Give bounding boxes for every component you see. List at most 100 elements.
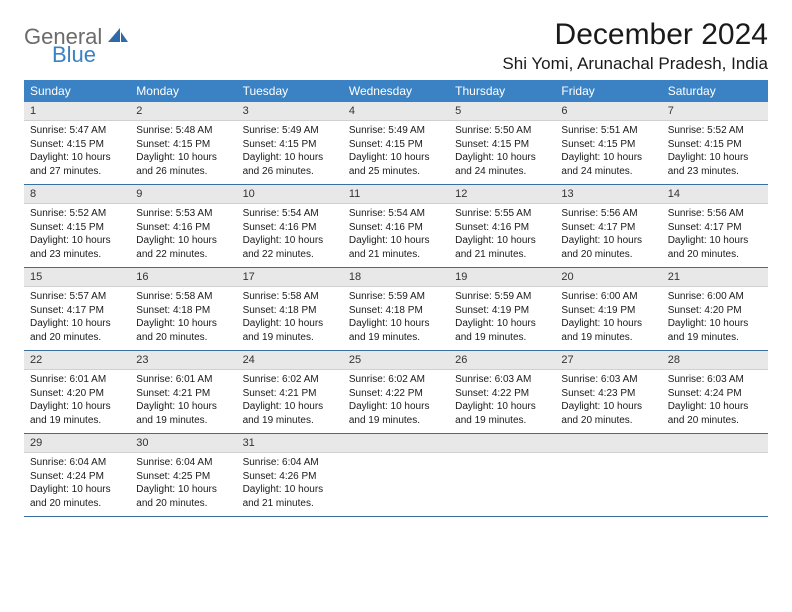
- weekday-header: Wednesday: [343, 80, 449, 102]
- sunset-text: Sunset: 4:21 PM: [243, 387, 337, 401]
- daylight-text-2: and 23 minutes.: [30, 248, 124, 262]
- daylight-text-1: Daylight: 10 hours: [30, 483, 124, 497]
- day-number: 20: [555, 268, 661, 286]
- day-number: 15: [24, 268, 130, 286]
- sunset-text: Sunset: 4:15 PM: [136, 138, 230, 152]
- daylight-text-1: Daylight: 10 hours: [30, 400, 124, 414]
- day-number: 31: [237, 434, 343, 452]
- weekday-header: Friday: [555, 80, 661, 102]
- daylight-text-2: and 20 minutes.: [30, 331, 124, 345]
- calendar-week: 1234567Sunrise: 5:47 AMSunset: 4:15 PMDa…: [24, 102, 768, 185]
- sunrise-text: Sunrise: 6:01 AM: [136, 373, 230, 387]
- daylight-text-1: Daylight: 10 hours: [243, 400, 337, 414]
- sunset-text: Sunset: 4:16 PM: [349, 221, 443, 235]
- sunrise-text: Sunrise: 5:50 AM: [455, 124, 549, 138]
- daylight-text-1: Daylight: 10 hours: [243, 317, 337, 331]
- daylight-text-1: Daylight: 10 hours: [243, 151, 337, 165]
- sunrise-text: Sunrise: 5:52 AM: [30, 207, 124, 221]
- day-number: 12: [449, 185, 555, 203]
- daylight-text-2: and 19 minutes.: [349, 414, 443, 428]
- sunset-text: Sunset: 4:17 PM: [561, 221, 655, 235]
- day-cell: Sunrise: 6:01 AMSunset: 4:21 PMDaylight:…: [130, 370, 236, 433]
- day-cell: Sunrise: 6:04 AMSunset: 4:25 PMDaylight:…: [130, 453, 236, 516]
- sunrise-text: Sunrise: 5:49 AM: [349, 124, 443, 138]
- day-number: 23: [130, 351, 236, 369]
- day-number: 4: [343, 102, 449, 120]
- sunset-text: Sunset: 4:25 PM: [136, 470, 230, 484]
- daylight-text-1: Daylight: 10 hours: [136, 317, 230, 331]
- header: General Blue December 2024 Shi Yomi, Aru…: [24, 18, 768, 74]
- daylight-text-2: and 19 minutes.: [30, 414, 124, 428]
- sunrise-text: Sunrise: 5:59 AM: [349, 290, 443, 304]
- daylight-text-2: and 20 minutes.: [561, 248, 655, 262]
- day-number: 7: [662, 102, 768, 120]
- day-cell: Sunrise: 5:49 AMSunset: 4:15 PMDaylight:…: [237, 121, 343, 184]
- day-cell: Sunrise: 5:54 AMSunset: 4:16 PMDaylight:…: [343, 204, 449, 267]
- sunrise-text: Sunrise: 6:04 AM: [30, 456, 124, 470]
- page-title: December 2024: [502, 18, 768, 52]
- sunrise-text: Sunrise: 6:02 AM: [349, 373, 443, 387]
- day-cell: Sunrise: 6:01 AMSunset: 4:20 PMDaylight:…: [24, 370, 130, 433]
- sunset-text: Sunset: 4:16 PM: [243, 221, 337, 235]
- sunset-text: Sunset: 4:26 PM: [243, 470, 337, 484]
- day-number: 30: [130, 434, 236, 452]
- sunset-text: Sunset: 4:18 PM: [349, 304, 443, 318]
- daylight-text-1: Daylight: 10 hours: [668, 151, 762, 165]
- day-cell: Sunrise: 5:53 AMSunset: 4:16 PMDaylight:…: [130, 204, 236, 267]
- daylight-text-2: and 19 minutes.: [455, 414, 549, 428]
- daylight-text-2: and 26 minutes.: [243, 165, 337, 179]
- day-number-row: 15161718192021: [24, 268, 768, 287]
- daylight-text-2: and 19 minutes.: [136, 414, 230, 428]
- sunset-text: Sunset: 4:15 PM: [561, 138, 655, 152]
- daylight-text-2: and 19 minutes.: [668, 331, 762, 345]
- sunrise-text: Sunrise: 6:04 AM: [243, 456, 337, 470]
- sunrise-text: Sunrise: 6:01 AM: [30, 373, 124, 387]
- calendar-week: 15161718192021Sunrise: 5:57 AMSunset: 4:…: [24, 268, 768, 351]
- day-cell: Sunrise: 6:03 AMSunset: 4:22 PMDaylight:…: [449, 370, 555, 433]
- day-number: 6: [555, 102, 661, 120]
- day-number: 10: [237, 185, 343, 203]
- daylight-text-1: Daylight: 10 hours: [668, 317, 762, 331]
- day-number: 9: [130, 185, 236, 203]
- daylight-text-2: and 19 minutes.: [243, 414, 337, 428]
- sunset-text: Sunset: 4:20 PM: [668, 304, 762, 318]
- day-number: 25: [343, 351, 449, 369]
- daylight-text-1: Daylight: 10 hours: [349, 151, 443, 165]
- daylight-text-1: Daylight: 10 hours: [30, 151, 124, 165]
- day-cell: Sunrise: 6:02 AMSunset: 4:22 PMDaylight:…: [343, 370, 449, 433]
- sunrise-text: Sunrise: 6:00 AM: [561, 290, 655, 304]
- day-number: 28: [662, 351, 768, 369]
- sunrise-text: Sunrise: 5:55 AM: [455, 207, 549, 221]
- sunrise-text: Sunrise: 6:03 AM: [455, 373, 549, 387]
- sunrise-text: Sunrise: 6:00 AM: [668, 290, 762, 304]
- weekday-header: Thursday: [449, 80, 555, 102]
- day-number-row: 22232425262728: [24, 351, 768, 370]
- logo-text-blue: Blue: [52, 44, 130, 66]
- daylight-text-1: Daylight: 10 hours: [561, 400, 655, 414]
- day-cell: Sunrise: 5:59 AMSunset: 4:18 PMDaylight:…: [343, 287, 449, 350]
- weekday-header: Saturday: [662, 80, 768, 102]
- day-cell: Sunrise: 5:48 AMSunset: 4:15 PMDaylight:…: [130, 121, 236, 184]
- sunset-text: Sunset: 4:19 PM: [455, 304, 549, 318]
- daylight-text-2: and 21 minutes.: [349, 248, 443, 262]
- weekday-header: Sunday: [24, 80, 130, 102]
- daylight-text-1: Daylight: 10 hours: [561, 151, 655, 165]
- daylight-text-1: Daylight: 10 hours: [349, 400, 443, 414]
- daylight-text-1: Daylight: 10 hours: [455, 234, 549, 248]
- daylight-text-2: and 23 minutes.: [668, 165, 762, 179]
- sunrise-text: Sunrise: 6:04 AM: [136, 456, 230, 470]
- day-number: 26: [449, 351, 555, 369]
- sunrise-text: Sunrise: 6:02 AM: [243, 373, 337, 387]
- day-cell: Sunrise: 6:02 AMSunset: 4:21 PMDaylight:…: [237, 370, 343, 433]
- day-cell: Sunrise: 6:04 AMSunset: 4:26 PMDaylight:…: [237, 453, 343, 516]
- sunset-text: Sunset: 4:15 PM: [243, 138, 337, 152]
- sunset-text: Sunset: 4:21 PM: [136, 387, 230, 401]
- weekday-header-row: Sunday Monday Tuesday Wednesday Thursday…: [24, 80, 768, 102]
- sunset-text: Sunset: 4:17 PM: [668, 221, 762, 235]
- daylight-text-1: Daylight: 10 hours: [136, 400, 230, 414]
- sunrise-text: Sunrise: 5:56 AM: [668, 207, 762, 221]
- daylight-text-1: Daylight: 10 hours: [30, 234, 124, 248]
- day-body-row: Sunrise: 5:47 AMSunset: 4:15 PMDaylight:…: [24, 121, 768, 184]
- calendar-week: 891011121314Sunrise: 5:52 AMSunset: 4:15…: [24, 185, 768, 268]
- daylight-text-1: Daylight: 10 hours: [136, 234, 230, 248]
